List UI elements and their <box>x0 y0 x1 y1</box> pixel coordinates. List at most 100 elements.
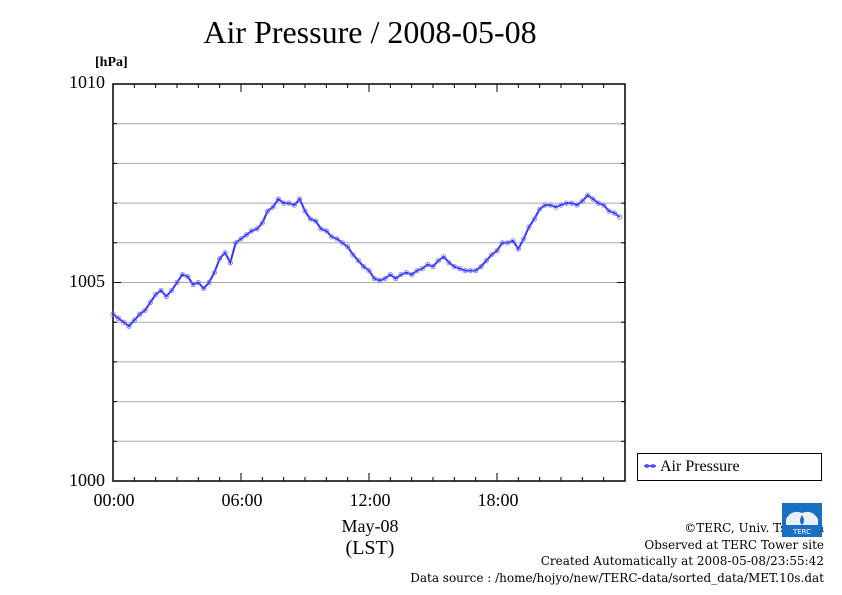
data-point <box>531 216 537 222</box>
data-point <box>355 258 361 264</box>
data-point <box>297 196 303 202</box>
data-point <box>313 218 319 224</box>
data-point <box>617 214 623 220</box>
data-point <box>563 200 569 206</box>
data-point <box>542 202 548 208</box>
legend: Air Pressure <box>637 453 822 481</box>
data-point <box>499 240 505 246</box>
data-point <box>265 208 271 214</box>
data-point <box>190 281 196 288</box>
legend-swatch <box>644 464 656 468</box>
footer-credits: ©TERC, Univ. Tsukuba Observed at TERC To… <box>410 520 824 586</box>
data-source-text: Data source : /home/hojyo/new/TERC-data/… <box>410 570 824 585</box>
data-point <box>339 240 345 246</box>
data-point <box>451 264 457 270</box>
data-point <box>467 267 473 274</box>
data-point <box>510 238 516 244</box>
data-point <box>169 287 175 294</box>
data-point <box>537 206 543 212</box>
data-point <box>227 260 233 266</box>
data-point <box>110 311 116 317</box>
data-point <box>158 287 164 294</box>
data-point <box>115 315 121 321</box>
data-point <box>291 202 297 208</box>
data-point <box>259 220 265 226</box>
data-point <box>211 269 217 276</box>
data-point <box>318 226 324 232</box>
data-point <box>515 246 521 252</box>
data-point <box>142 307 148 313</box>
data-point <box>371 275 377 282</box>
data-point <box>275 196 281 202</box>
data-point <box>179 271 185 278</box>
data-point <box>403 269 409 276</box>
data-point <box>558 202 564 208</box>
data-point <box>462 267 468 274</box>
data-point <box>489 252 495 258</box>
data-point <box>553 204 559 210</box>
data-point <box>307 216 313 222</box>
series-line <box>112 193 621 328</box>
data-point <box>243 232 249 238</box>
data-point <box>494 248 500 254</box>
data-point <box>345 244 351 250</box>
data-point <box>387 271 393 278</box>
data-point <box>217 256 223 262</box>
data-point <box>430 264 436 270</box>
data-point <box>579 198 585 204</box>
data-point <box>574 202 580 208</box>
legend-label: Air Pressure <box>660 458 740 475</box>
data-point <box>361 264 367 270</box>
data-point <box>206 279 212 286</box>
data-point <box>137 311 143 317</box>
data-point <box>254 226 260 232</box>
copyright-text: ©TERC, Univ. Tsukuba <box>684 521 824 535</box>
data-point <box>398 271 404 278</box>
data-point <box>393 275 399 282</box>
data-point <box>382 275 388 282</box>
data-point <box>505 240 511 246</box>
data-point <box>473 267 479 274</box>
data-point <box>366 267 372 274</box>
data-point <box>195 279 201 286</box>
data-point <box>414 267 420 274</box>
data-point <box>547 202 553 208</box>
data-point <box>483 258 489 264</box>
data-point <box>249 228 255 234</box>
data-point <box>377 277 383 284</box>
data-point <box>222 250 228 256</box>
y-tick-label: 1010 <box>69 72 105 92</box>
data-point <box>409 271 415 278</box>
y-axis-label: [hPa] <box>95 55 128 70</box>
data-point <box>323 228 329 234</box>
data-point <box>521 236 527 242</box>
data-point <box>185 273 191 280</box>
observation-site-text: Observed at TERC Tower site <box>644 537 824 552</box>
data-point <box>606 208 612 214</box>
data-point <box>350 252 356 258</box>
data-point <box>163 293 169 299</box>
data-point <box>174 279 180 286</box>
data-point <box>201 285 207 292</box>
data-point <box>419 266 425 272</box>
data-point <box>457 266 463 272</box>
data-point <box>595 200 601 206</box>
data-point <box>270 204 276 210</box>
data-point <box>131 317 137 323</box>
y-tick-label: 1000 <box>69 470 105 490</box>
data-point <box>446 260 452 266</box>
data-point <box>153 291 159 298</box>
data-point <box>441 254 447 260</box>
data-point <box>526 224 532 230</box>
data-point <box>302 208 308 214</box>
x-tick-label: 18:00 <box>477 490 519 510</box>
data-point <box>126 323 132 329</box>
data-point <box>611 210 617 216</box>
x-tick-label: 12:00 <box>349 490 391 510</box>
data-point <box>478 264 484 270</box>
x-tick-label: 06:00 <box>221 490 263 510</box>
x-axis-date-label: May-08 <box>341 516 399 536</box>
data-point <box>286 200 292 206</box>
data-point <box>121 319 127 325</box>
data-point <box>590 196 596 202</box>
